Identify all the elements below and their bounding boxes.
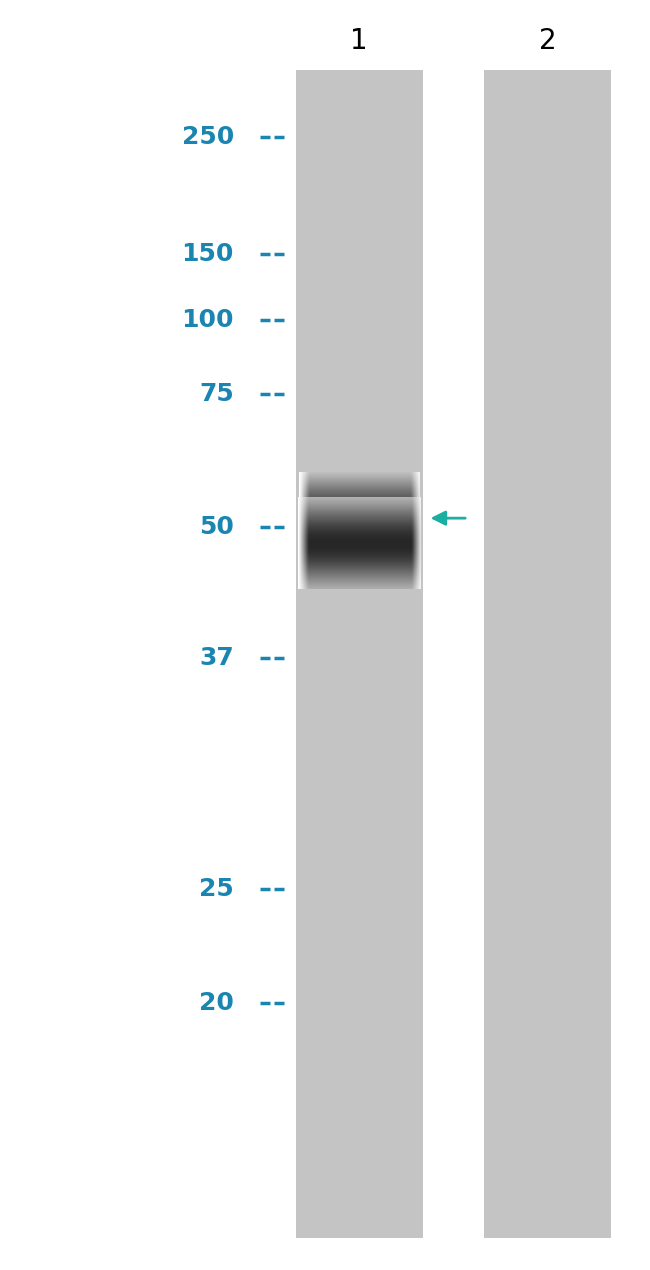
Bar: [296, 70, 422, 1238]
Text: 250: 250: [182, 126, 234, 149]
Text: 1: 1: [350, 27, 368, 55]
Bar: [484, 70, 611, 1238]
Text: 75: 75: [200, 382, 234, 405]
Text: 25: 25: [200, 878, 234, 900]
Text: 2: 2: [539, 27, 556, 55]
Text: 20: 20: [199, 992, 234, 1015]
Text: 37: 37: [200, 646, 234, 669]
Text: 100: 100: [181, 309, 234, 331]
Text: 50: 50: [199, 516, 234, 538]
Text: 150: 150: [181, 243, 234, 265]
